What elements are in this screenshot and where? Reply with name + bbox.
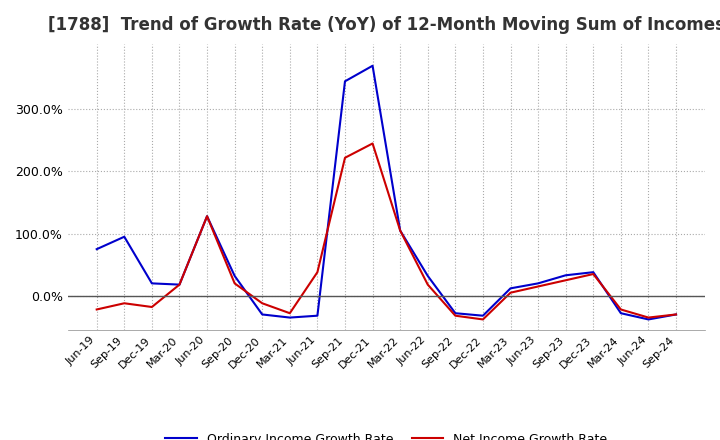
Line: Net Income Growth Rate: Net Income Growth Rate [96, 143, 676, 319]
Line: Ordinary Income Growth Rate: Ordinary Income Growth Rate [96, 66, 676, 319]
Ordinary Income Growth Rate [258, 312, 266, 317]
Ordinary Income Growth Rate [396, 228, 405, 233]
Ordinary Income Growth Rate [175, 282, 184, 287]
Net Income Growth Rate [534, 284, 542, 289]
Ordinary Income Growth Rate [230, 273, 239, 279]
Ordinary Income Growth Rate [92, 246, 101, 252]
Net Income Growth Rate [423, 282, 432, 287]
Legend: Ordinary Income Growth Rate, Net Income Growth Rate: Ordinary Income Growth Rate, Net Income … [161, 428, 612, 440]
Ordinary Income Growth Rate [120, 234, 129, 239]
Ordinary Income Growth Rate [562, 273, 570, 278]
Net Income Growth Rate [175, 282, 184, 287]
Ordinary Income Growth Rate [672, 312, 680, 317]
Net Income Growth Rate [506, 290, 515, 295]
Net Income Growth Rate [203, 213, 212, 219]
Title: [1788]  Trend of Growth Rate (YoY) of 12-Month Moving Sum of Incomes: [1788] Trend of Growth Rate (YoY) of 12-… [48, 16, 720, 34]
Net Income Growth Rate [341, 155, 349, 161]
Ordinary Income Growth Rate [313, 313, 322, 319]
Ordinary Income Growth Rate [589, 270, 598, 275]
Net Income Growth Rate [368, 141, 377, 146]
Ordinary Income Growth Rate [341, 79, 349, 84]
Net Income Growth Rate [120, 301, 129, 306]
Net Income Growth Rate [672, 312, 680, 317]
Ordinary Income Growth Rate [148, 281, 156, 286]
Net Income Growth Rate [92, 307, 101, 312]
Ordinary Income Growth Rate [451, 311, 459, 316]
Net Income Growth Rate [644, 315, 653, 320]
Net Income Growth Rate [451, 313, 459, 319]
Net Income Growth Rate [562, 278, 570, 283]
Net Income Growth Rate [479, 317, 487, 322]
Net Income Growth Rate [616, 307, 625, 312]
Ordinary Income Growth Rate [506, 286, 515, 291]
Net Income Growth Rate [148, 304, 156, 310]
Ordinary Income Growth Rate [534, 281, 542, 286]
Ordinary Income Growth Rate [368, 63, 377, 68]
Net Income Growth Rate [313, 270, 322, 275]
Net Income Growth Rate [230, 281, 239, 286]
Net Income Growth Rate [258, 301, 266, 306]
Net Income Growth Rate [286, 311, 294, 316]
Net Income Growth Rate [396, 228, 405, 233]
Ordinary Income Growth Rate [479, 313, 487, 319]
Ordinary Income Growth Rate [644, 317, 653, 322]
Ordinary Income Growth Rate [616, 311, 625, 316]
Ordinary Income Growth Rate [203, 213, 212, 219]
Ordinary Income Growth Rate [286, 315, 294, 320]
Ordinary Income Growth Rate [423, 273, 432, 279]
Net Income Growth Rate [589, 271, 598, 277]
